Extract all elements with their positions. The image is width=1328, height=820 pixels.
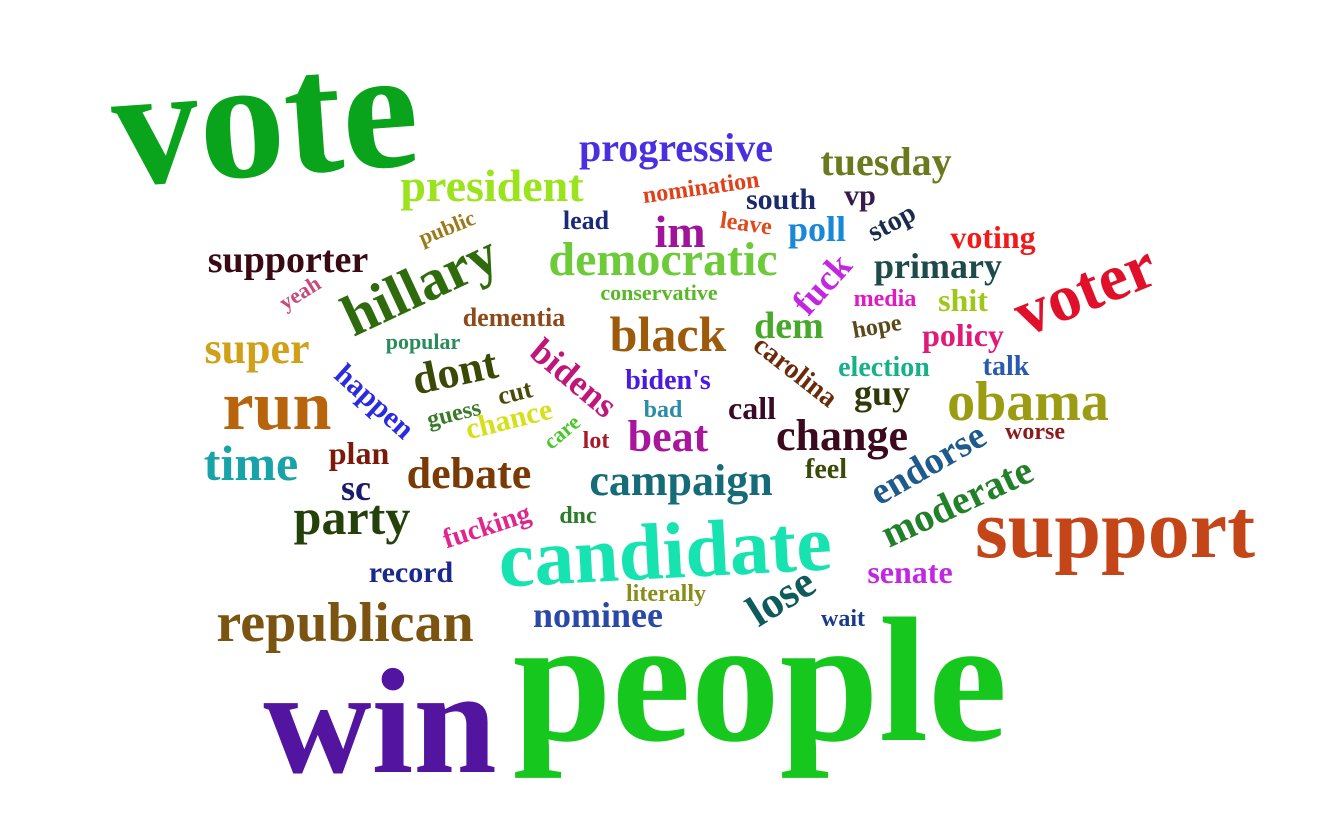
word-black: black	[609, 306, 727, 362]
word-republican: republican	[216, 592, 474, 654]
word-guy: guy	[853, 373, 911, 413]
word-nomination: nomination	[641, 166, 761, 210]
word-call: call	[728, 390, 776, 426]
word-vote: vote	[105, 12, 425, 224]
word-policy: policy	[922, 317, 1004, 353]
word-dnc: dnc	[559, 503, 597, 529]
word-talk: talk	[982, 351, 1030, 382]
word-literally: literally	[626, 581, 706, 607]
word-lot: lot	[582, 428, 610, 454]
word-media: media	[853, 286, 917, 312]
word-obama: obama	[947, 371, 1109, 433]
word-run: run	[222, 368, 332, 445]
word-conservative: conservative	[600, 280, 718, 305]
word-senate: senate	[867, 554, 953, 590]
word-vp: vp	[844, 179, 876, 212]
word-support: support	[974, 483, 1256, 576]
word-beat: beat	[627, 412, 709, 461]
word-party: party	[293, 489, 411, 545]
word-time: time	[203, 435, 299, 491]
word-hope: hope	[850, 309, 904, 345]
word-win: win	[263, 639, 497, 805]
word-super: super	[204, 324, 310, 373]
word-shit: shit	[938, 282, 988, 318]
word-poll: poll	[787, 209, 847, 249]
word-record: record	[368, 556, 454, 589]
word-bidens-possessive: biden's	[625, 365, 711, 396]
word-dem: dem	[754, 305, 824, 347]
word-campaign: campaign	[589, 456, 773, 505]
word-supporter: supporter	[207, 239, 369, 281]
word-south: south	[745, 183, 817, 216]
word-change: change	[776, 411, 908, 460]
word-popular: popular	[385, 329, 461, 354]
word-progressive: progressive	[578, 125, 774, 170]
word-lead: lead	[562, 206, 610, 235]
word-people: people	[512, 581, 1008, 779]
word-im: im	[654, 206, 706, 257]
word-dementia: dementia	[462, 303, 566, 332]
word-president: president	[400, 160, 584, 211]
word-voting: voting	[950, 219, 1036, 255]
word-debate: debate	[406, 449, 532, 498]
word-bad: bad	[643, 397, 683, 423]
word-wait: wait	[821, 606, 865, 632]
word-election: election	[838, 352, 930, 383]
word-primary: primary	[874, 246, 1002, 286]
word-happen: happen	[327, 357, 421, 446]
word-plan: plan	[328, 435, 390, 471]
word-democratic: democratic	[548, 233, 778, 286]
word-sc: sc	[341, 468, 371, 508]
word-tuesday: tuesday	[820, 139, 952, 184]
word-nominee: nominee	[533, 595, 663, 635]
word-worse: worse	[1005, 419, 1065, 445]
word-feel: feel	[805, 454, 847, 485]
